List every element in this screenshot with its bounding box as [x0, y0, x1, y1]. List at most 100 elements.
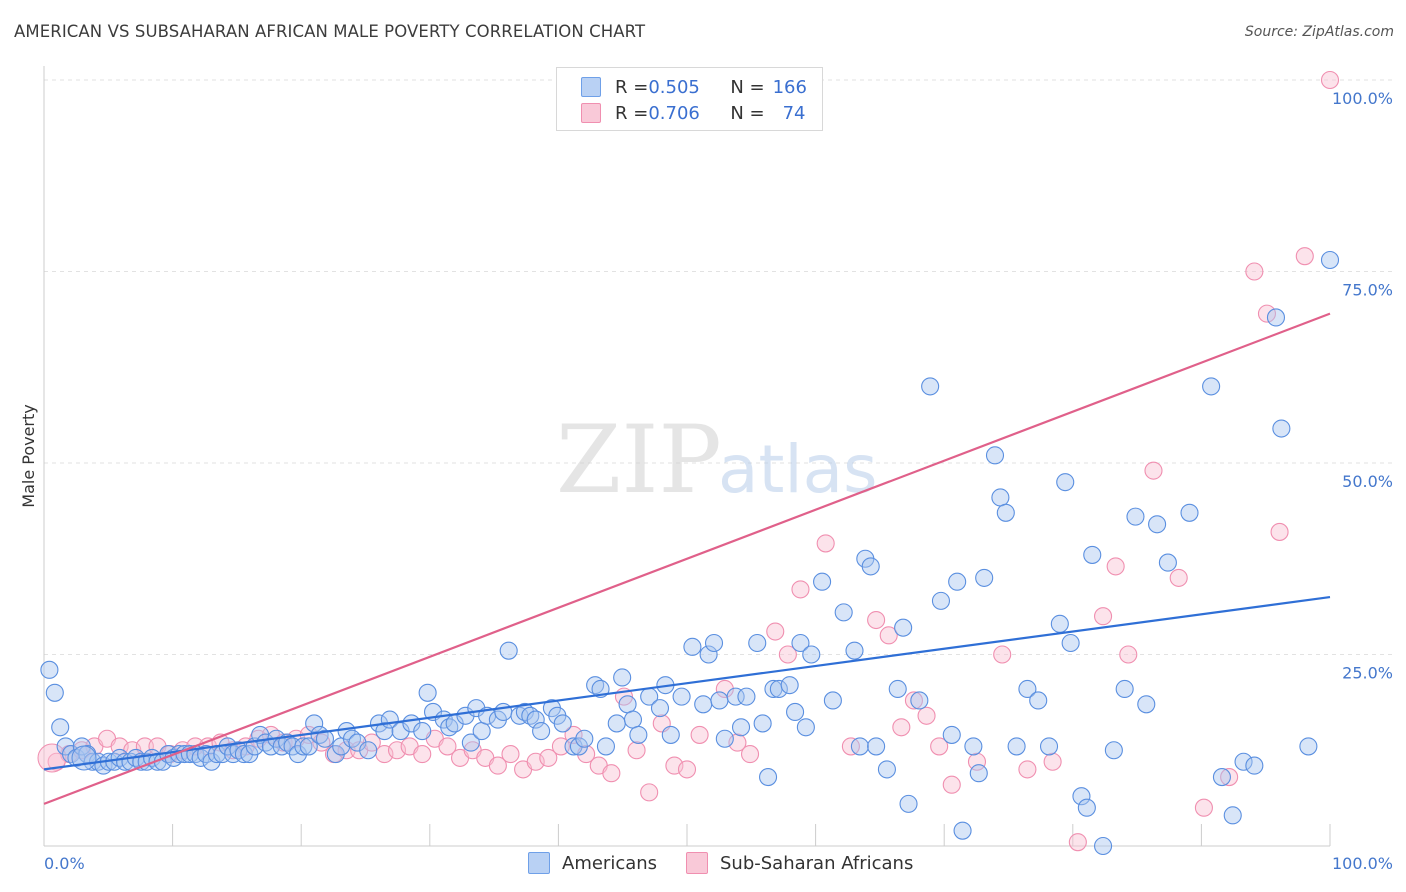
legend-r-label: R =: [615, 102, 649, 124]
legend-n-value: 74: [782, 102, 806, 124]
data-point: [996, 503, 1015, 522]
watermark: ZIP atlas: [556, 406, 878, 515]
data-point: [766, 622, 785, 641]
data-point: [796, 718, 815, 737]
data-point: [499, 641, 518, 660]
data-point: [359, 741, 378, 760]
y-axis-title: Male Poverty: [19, 404, 38, 507]
data-point: [472, 722, 491, 741]
data-point: [737, 687, 756, 706]
data-point: [596, 737, 615, 756]
legend-r-value: 0.706: [648, 102, 700, 124]
data-point: [1119, 645, 1138, 664]
data-point: [975, 568, 994, 587]
data-point: [539, 748, 558, 767]
data-point: [438, 737, 457, 756]
data-point: [1018, 679, 1037, 699]
data-point: [791, 580, 810, 599]
data-point: [690, 725, 709, 744]
tick-labels: 25.0% 50.0% 75.0% 100.0% 0.0% 100.0%: [44, 89, 1393, 873]
data-point: [731, 718, 751, 737]
data-point: [993, 645, 1012, 664]
legend-row-sub-saharan: R = 0.706 N = 74: [581, 101, 806, 125]
data-point: [551, 737, 570, 756]
data-point: [575, 729, 594, 748]
data-point: [861, 557, 880, 576]
data-point: [1148, 515, 1167, 534]
bottom-legend-label-sub-saharan: Sub-Saharan Africans: [720, 852, 914, 874]
data-point: [1266, 308, 1286, 327]
data-point: [1144, 461, 1163, 480]
data-point: [985, 446, 1005, 465]
data-point: [1272, 419, 1291, 438]
data-point: [1077, 798, 1096, 817]
data-point: [1104, 741, 1123, 760]
bottom-legend-label-americans: Americans: [562, 852, 658, 874]
data-point: [899, 794, 918, 813]
data-point: [640, 783, 659, 802]
data-point: [71, 745, 97, 771]
data-point: [1299, 737, 1318, 756]
data-point: [40, 660, 59, 679]
data-point: [867, 610, 886, 630]
y-tick-label: 25.0%: [1342, 664, 1393, 683]
legend-row-americans: R = 0.505 N = 166: [581, 75, 807, 99]
data-point: [942, 725, 961, 744]
data-point: [607, 714, 626, 733]
data-point: [1180, 503, 1199, 522]
data-point: [315, 729, 335, 748]
data-point: [759, 768, 778, 787]
data-point: [672, 687, 691, 706]
data-point: [650, 699, 670, 718]
data-point: [715, 729, 734, 748]
data-point: [917, 706, 936, 725]
x-tick-label: 0.0%: [44, 854, 85, 873]
axes: [43, 66, 1331, 847]
data-point: [553, 714, 572, 733]
legend-r-value: 0.505: [648, 76, 700, 98]
trend-line-sub-saharan: [43, 312, 1331, 805]
data-point: [602, 764, 621, 783]
legend-r-label: R =: [615, 76, 649, 98]
data-point: [704, 633, 724, 653]
data-point: [969, 764, 988, 783]
trend-lines: [43, 312, 1331, 805]
data-point: [629, 725, 648, 744]
data-point: [791, 633, 810, 653]
y-tick-label: 100.0%: [1332, 89, 1393, 108]
bottom-legend-americans: Americans: [528, 852, 657, 874]
legend-box: R = 0.505 N = 166 R = 0.706 N = 74: [556, 67, 823, 131]
data-point: [726, 687, 745, 706]
y-tick-label: 50.0%: [1342, 472, 1393, 491]
data-point: [834, 603, 853, 622]
data-point: [501, 745, 520, 764]
bottom-legend-sub-saharan: Sub-Saharan Africans: [686, 852, 913, 874]
data-point: [1039, 737, 1059, 756]
data-point: [1094, 607, 1113, 626]
data-point: [823, 691, 842, 710]
data-point: [910, 691, 929, 710]
data-point: [532, 722, 551, 741]
watermark-atlas: atlas: [718, 431, 878, 508]
data-point: [305, 714, 324, 733]
data-point: [780, 676, 799, 695]
data-point: [461, 733, 480, 752]
data-point: [769, 679, 788, 699]
data-point: [413, 722, 432, 741]
data-point: [294, 737, 313, 756]
data-point: [953, 821, 972, 840]
data-point: [694, 695, 713, 714]
data-point: [1061, 633, 1080, 653]
data-point: [613, 668, 632, 687]
legend-swatch-sub-saharan: [581, 103, 601, 123]
data-point: [991, 488, 1010, 507]
data-point: [1245, 756, 1264, 775]
data-point: [1137, 695, 1156, 714]
data-point: [1068, 833, 1087, 852]
data-point: [413, 745, 432, 764]
data-point: [850, 737, 869, 756]
data-point: [786, 702, 805, 722]
data-point: [375, 722, 394, 741]
bottom-legend-swatch-sub-saharan: [686, 852, 708, 874]
